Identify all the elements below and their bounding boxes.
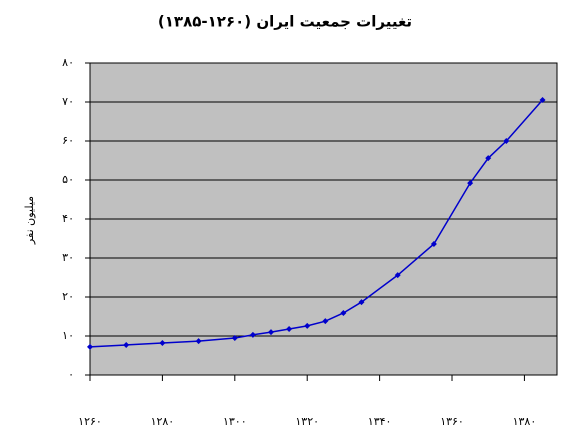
marker [430, 240, 437, 247]
x-tick-label: ۱۳۰۰ [223, 415, 247, 428]
y-tick-label: ۷۰ [62, 95, 74, 108]
marker [358, 299, 365, 306]
y-tick-label: ۴۰ [62, 212, 74, 225]
marker [87, 343, 93, 350]
y-tick-label: ۱۰ [62, 329, 74, 342]
y-tick-label: ۰ [68, 368, 74, 381]
x-tick-label: ۱۲۶۰ [78, 415, 102, 428]
marker [286, 325, 293, 332]
plot-border [89, 62, 558, 376]
y-tick-label: ۸۰ [62, 56, 74, 69]
x-tick-label: ۱۳۶۰ [440, 415, 464, 428]
line [89, 99, 544, 348]
marker [485, 155, 492, 162]
x-tick-label: ۱۳۸۰ [513, 415, 537, 428]
y-tick-label: ۶۰ [62, 134, 74, 147]
marker [195, 338, 202, 345]
marker [539, 97, 546, 104]
marker [394, 272, 401, 279]
y-tick-label: ۳۰ [62, 251, 74, 264]
y-axis-title: میلیون نفر [23, 196, 36, 245]
marker [249, 331, 256, 338]
marker [503, 138, 510, 144]
y-tick-label: ۲۰ [62, 290, 74, 303]
marker [322, 318, 329, 325]
x-tick-label: ۱۳۲۰ [295, 415, 319, 428]
marker [268, 329, 275, 336]
marker [304, 322, 311, 329]
marker [467, 180, 474, 187]
x-tick-label: ۱۲۸۰ [151, 415, 175, 428]
x-tick-label: ۱۳۴۰ [368, 415, 392, 428]
y-tick-label: ۵۰ [62, 173, 74, 186]
marker [123, 341, 130, 348]
marker [159, 340, 166, 347]
chart-title: تغییرات جمعیت ایران (۱۲۶۰-۱۳۸۵) [158, 13, 412, 31]
marker [340, 309, 347, 316]
marker [231, 334, 238, 341]
